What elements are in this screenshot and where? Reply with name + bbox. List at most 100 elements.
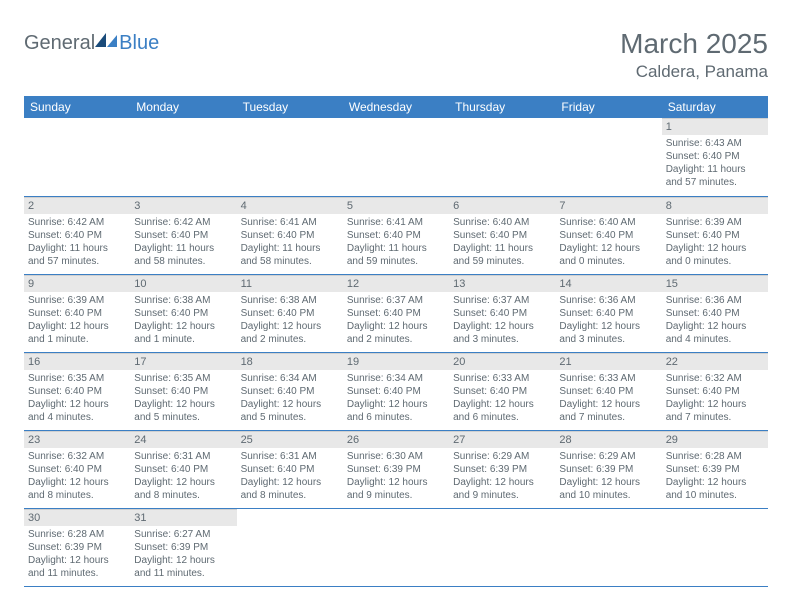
calendar-cell [24,118,130,196]
daylight-line: Daylight: 12 hours and 2 minutes. [347,320,445,346]
day-number: 3 [130,197,236,214]
calendar-cell: 16Sunrise: 6:35 AMSunset: 6:40 PMDayligh… [24,352,130,430]
day-content: Sunrise: 6:37 AMSunset: 6:40 PMDaylight:… [343,292,449,348]
day-content: Sunrise: 6:41 AMSunset: 6:40 PMDaylight:… [343,214,449,270]
day-number: 23 [24,431,130,448]
sunrise-line: Sunrise: 6:34 AM [347,372,445,385]
sunset-line: Sunset: 6:40 PM [241,385,339,398]
sunrise-line: Sunrise: 6:27 AM [134,528,232,541]
day-number: 15 [662,275,768,292]
day-number: 31 [130,509,236,526]
day-content: Sunrise: 6:34 AMSunset: 6:40 PMDaylight:… [343,370,449,426]
calendar-cell: 14Sunrise: 6:36 AMSunset: 6:40 PMDayligh… [555,274,661,352]
daylight-line: Daylight: 12 hours and 0 minutes. [559,242,657,268]
calendar-cell: 19Sunrise: 6:34 AMSunset: 6:40 PMDayligh… [343,352,449,430]
daylight-line: Daylight: 12 hours and 1 minute. [28,320,126,346]
day-content: Sunrise: 6:40 AMSunset: 6:40 PMDaylight:… [555,214,661,270]
day-content: Sunrise: 6:29 AMSunset: 6:39 PMDaylight:… [449,448,555,504]
sunset-line: Sunset: 6:39 PM [453,463,551,476]
sunrise-line: Sunrise: 6:37 AM [453,294,551,307]
sunrise-line: Sunrise: 6:28 AM [28,528,126,541]
daylight-line: Daylight: 12 hours and 9 minutes. [453,476,551,502]
day-content: Sunrise: 6:31 AMSunset: 6:40 PMDaylight:… [130,448,236,504]
calendar-cell [237,118,343,196]
daylight-line: Daylight: 12 hours and 10 minutes. [666,476,764,502]
sunrise-line: Sunrise: 6:33 AM [453,372,551,385]
calendar-cell [449,118,555,196]
day-number: 16 [24,353,130,370]
calendar-row: 16Sunrise: 6:35 AMSunset: 6:40 PMDayligh… [24,352,768,430]
daylight-line: Daylight: 11 hours and 58 minutes. [241,242,339,268]
calendar-page: General Blue March 2025 Caldera, Panama … [0,0,792,587]
sunrise-line: Sunrise: 6:32 AM [666,372,764,385]
daylight-line: Daylight: 11 hours and 59 minutes. [453,242,551,268]
sunset-line: Sunset: 6:40 PM [347,385,445,398]
sunrise-line: Sunrise: 6:37 AM [347,294,445,307]
sunrise-line: Sunrise: 6:42 AM [28,216,126,229]
sunset-line: Sunset: 6:39 PM [28,541,126,554]
calendar-cell [555,508,661,586]
calendar-cell [237,508,343,586]
day-number: 28 [555,431,661,448]
sunset-line: Sunset: 6:40 PM [666,385,764,398]
calendar-row: 2Sunrise: 6:42 AMSunset: 6:40 PMDaylight… [24,196,768,274]
day-number: 7 [555,197,661,214]
sunrise-line: Sunrise: 6:39 AM [666,216,764,229]
day-content: Sunrise: 6:43 AMSunset: 6:40 PMDaylight:… [662,135,768,191]
calendar-cell: 28Sunrise: 6:29 AMSunset: 6:39 PMDayligh… [555,430,661,508]
sunset-line: Sunset: 6:40 PM [559,229,657,242]
day-content: Sunrise: 6:27 AMSunset: 6:39 PMDaylight:… [130,526,236,582]
calendar-cell: 15Sunrise: 6:36 AMSunset: 6:40 PMDayligh… [662,274,768,352]
calendar-cell [449,508,555,586]
sunrise-line: Sunrise: 6:31 AM [241,450,339,463]
calendar-cell [555,118,661,196]
day-number: 10 [130,275,236,292]
sunset-line: Sunset: 6:40 PM [453,229,551,242]
sunset-line: Sunset: 6:40 PM [28,385,126,398]
calendar-cell [343,508,449,586]
calendar-row: 30Sunrise: 6:28 AMSunset: 6:39 PMDayligh… [24,508,768,586]
calendar-header-row: SundayMondayTuesdayWednesdayThursdayFrid… [24,96,768,118]
sunset-line: Sunset: 6:39 PM [347,463,445,476]
sunrise-line: Sunrise: 6:40 AM [559,216,657,229]
daylight-line: Daylight: 12 hours and 0 minutes. [666,242,764,268]
calendar-cell [343,118,449,196]
daylight-line: Daylight: 11 hours and 59 minutes. [347,242,445,268]
day-number: 20 [449,353,555,370]
sunset-line: Sunset: 6:40 PM [28,463,126,476]
daylight-line: Daylight: 12 hours and 4 minutes. [28,398,126,424]
sunset-line: Sunset: 6:39 PM [559,463,657,476]
sunrise-line: Sunrise: 6:31 AM [134,450,232,463]
sunrise-line: Sunrise: 6:36 AM [666,294,764,307]
day-content: Sunrise: 6:28 AMSunset: 6:39 PMDaylight:… [662,448,768,504]
daylight-line: Daylight: 12 hours and 5 minutes. [241,398,339,424]
page-header: General Blue March 2025 Caldera, Panama [24,28,768,82]
day-content: Sunrise: 6:32 AMSunset: 6:40 PMDaylight:… [24,448,130,504]
day-content: Sunrise: 6:42 AMSunset: 6:40 PMDaylight:… [24,214,130,270]
day-number: 22 [662,353,768,370]
calendar-cell: 27Sunrise: 6:29 AMSunset: 6:39 PMDayligh… [449,430,555,508]
calendar-row: 23Sunrise: 6:32 AMSunset: 6:40 PMDayligh… [24,430,768,508]
calendar-body: 1Sunrise: 6:43 AMSunset: 6:40 PMDaylight… [24,118,768,586]
calendar-cell: 10Sunrise: 6:38 AMSunset: 6:40 PMDayligh… [130,274,236,352]
sunrise-line: Sunrise: 6:33 AM [559,372,657,385]
calendar-cell: 9Sunrise: 6:39 AMSunset: 6:40 PMDaylight… [24,274,130,352]
logo-text-blue: Blue [119,32,159,55]
sunset-line: Sunset: 6:40 PM [453,307,551,320]
calendar-cell: 6Sunrise: 6:40 AMSunset: 6:40 PMDaylight… [449,196,555,274]
calendar-cell: 11Sunrise: 6:38 AMSunset: 6:40 PMDayligh… [237,274,343,352]
day-content: Sunrise: 6:33 AMSunset: 6:40 PMDaylight:… [555,370,661,426]
sunset-line: Sunset: 6:40 PM [666,150,764,163]
day-number: 18 [237,353,343,370]
daylight-line: Daylight: 12 hours and 8 minutes. [28,476,126,502]
sunset-line: Sunset: 6:40 PM [453,385,551,398]
day-content: Sunrise: 6:28 AMSunset: 6:39 PMDaylight:… [24,526,130,582]
day-content: Sunrise: 6:30 AMSunset: 6:39 PMDaylight:… [343,448,449,504]
daylight-line: Daylight: 12 hours and 11 minutes. [28,554,126,580]
sunrise-line: Sunrise: 6:43 AM [666,137,764,150]
daylight-line: Daylight: 12 hours and 7 minutes. [559,398,657,424]
sunset-line: Sunset: 6:40 PM [241,307,339,320]
day-number: 8 [662,197,768,214]
daylight-line: Daylight: 11 hours and 58 minutes. [134,242,232,268]
day-content: Sunrise: 6:39 AMSunset: 6:40 PMDaylight:… [662,214,768,270]
